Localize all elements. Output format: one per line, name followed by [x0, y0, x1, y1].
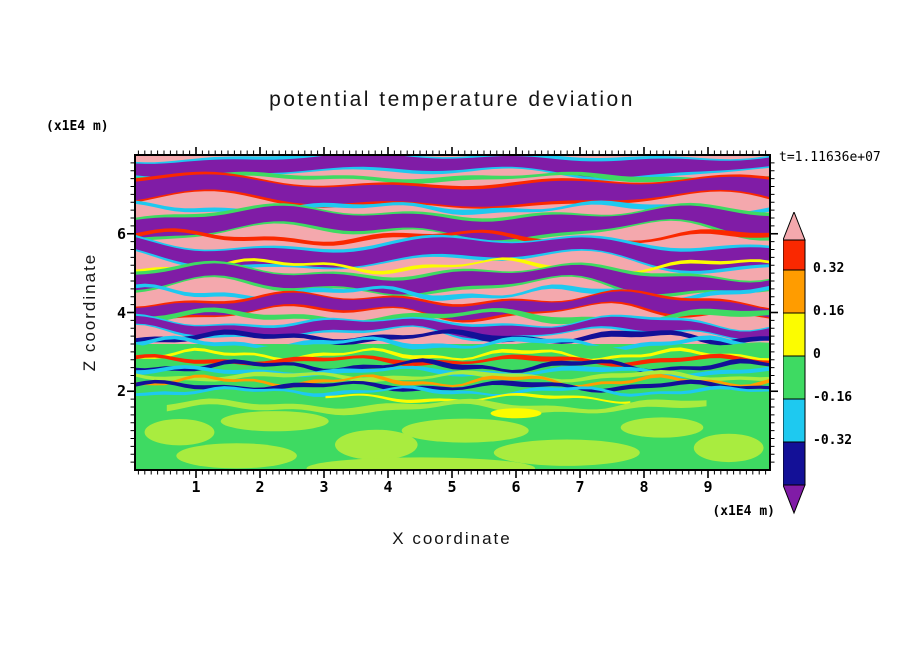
y-tick-label: 6 — [116, 224, 126, 243]
y-tick-label: 2 — [116, 382, 126, 401]
contour-band — [135, 171, 770, 184]
colorbar-tick-label: 0.16 — [813, 304, 845, 319]
contour-band — [135, 342, 770, 357]
contour-band — [135, 155, 770, 178]
y-axis-unit-label: (x1E4 m) — [46, 119, 109, 134]
x-tick-label: 7 — [575, 478, 585, 496]
contour-band — [135, 200, 770, 216]
x-axis-title: X coordinate — [392, 529, 512, 548]
y-tick-label: 4 — [116, 303, 126, 322]
colorbar-segment — [783, 355, 806, 400]
contour-band — [135, 379, 770, 393]
contour-band — [135, 358, 770, 374]
field-blob — [176, 443, 297, 469]
x-axis-unit-label: (x1E4 m) — [712, 504, 775, 519]
x-tick-label: 8 — [639, 478, 649, 496]
field-blob — [401, 418, 529, 443]
field-blob — [220, 411, 329, 432]
contour-field — [135, 155, 770, 470]
contour-band — [166, 398, 707, 416]
field-blob — [144, 419, 215, 446]
colorbar-arrow-top — [783, 212, 806, 241]
axis-ticks — [127, 147, 778, 478]
field-blob — [493, 439, 640, 466]
contour-band — [325, 393, 631, 404]
x-tick-label: 4 — [383, 478, 393, 496]
colorbar-segment — [783, 269, 806, 314]
colorbar-tick-label: -0.16 — [813, 390, 853, 405]
contour-band — [135, 205, 770, 241]
field-blob — [335, 429, 418, 460]
field-blob — [620, 417, 704, 438]
colorbar-segment — [783, 312, 806, 357]
colorbar-segment — [783, 398, 806, 443]
contour-band — [135, 353, 770, 367]
colorbar-tick-label: 0 — [813, 347, 821, 362]
colorbar-arrow-bottom — [783, 484, 806, 515]
x-tick-label: 5 — [447, 478, 457, 496]
colorbar-tick-label: -0.32 — [813, 433, 853, 448]
x-tick-label: 6 — [511, 478, 521, 496]
field-blob — [490, 408, 542, 419]
contour-band — [135, 385, 770, 397]
colorbar-tick-label: 0.32 — [813, 261, 845, 276]
colorbar-segment — [783, 239, 806, 271]
x-tick-label: 3 — [319, 478, 329, 496]
field-blob — [306, 457, 536, 470]
x-tick-label: 9 — [703, 478, 713, 496]
x-tick-label: 1 — [191, 478, 201, 496]
chart-title: potential temperature deviation — [269, 88, 635, 111]
contour-band — [135, 237, 770, 271]
contour-band — [135, 174, 770, 207]
time-label: t=1.11636e+07 — [779, 150, 881, 165]
x-tick-label: 2 — [255, 478, 265, 496]
field-blob — [693, 433, 764, 463]
colorbar-segment — [783, 441, 806, 486]
colorbar — [783, 212, 806, 515]
contour-band — [135, 291, 770, 321]
contour-band — [135, 263, 770, 295]
contour-band — [135, 329, 770, 346]
contour-plot — [127, 147, 778, 478]
